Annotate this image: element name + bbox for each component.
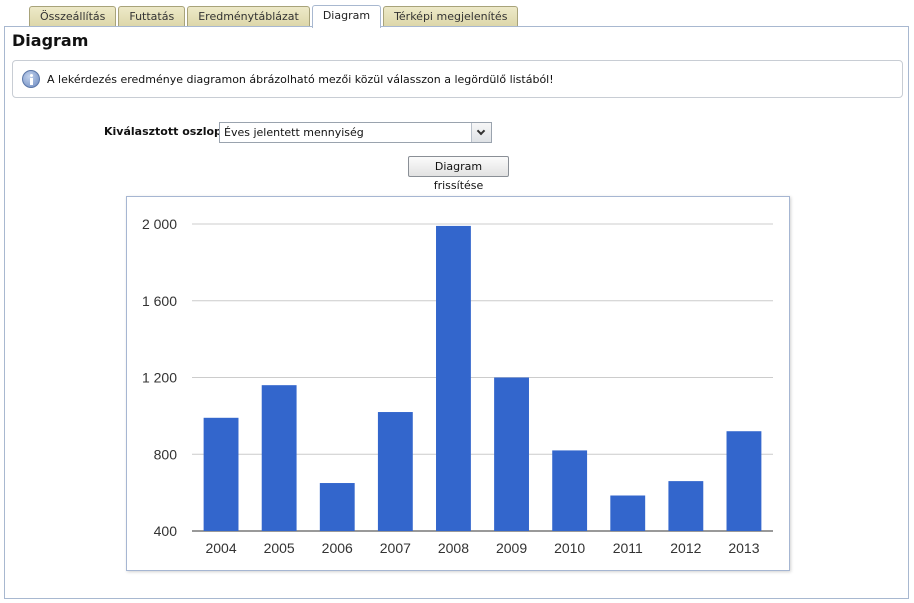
- bar-chart: 400 800 1 200 1 600 2 000 2004 2005 2006 2007 200…: [142, 216, 773, 556]
- x-tick-label: 2011: [613, 540, 643, 556]
- y-tick-label: 1 600: [142, 293, 177, 309]
- bar-2013: [726, 431, 762, 531]
- x-tick-label: 2008: [438, 540, 469, 556]
- x-tick-label: 2012: [670, 540, 701, 556]
- tab-osszeallitas[interactable]: Összeállítás: [29, 6, 117, 27]
- dropdown-button[interactable]: [471, 123, 491, 142]
- tab-eredmenytablazat[interactable]: Eredménytáblázat: [187, 6, 310, 27]
- tab-diagram[interactable]: Diagram: [311, 5, 382, 28]
- refresh-diagram-button[interactable]: Diagram frissítése: [408, 156, 509, 192]
- page-title: Diagram: [12, 31, 89, 50]
- column-select[interactable]: Éves jelentett mennyiség: [219, 122, 492, 143]
- y-tick-label: 800: [154, 446, 178, 462]
- x-tick-label: 2009: [496, 540, 527, 556]
- bar-2006: [319, 483, 355, 531]
- tab-bar: Összeállítás Futtatás Eredménytáblázat D…: [29, 5, 520, 28]
- x-tick-label: 2005: [264, 540, 295, 556]
- bar-2004: [203, 417, 239, 531]
- x-tick-label: 2004: [205, 540, 236, 556]
- info-message: A lekérdezés eredménye diagramon ábrázol…: [12, 60, 903, 98]
- diagram-panel: Diagram A lekérdezés eredménye diagramon…: [4, 26, 909, 599]
- chart-frame: 400 800 1 200 1 600 2 000 2004 2005 2006 2007 200…: [126, 196, 790, 571]
- x-tick-label: 2007: [380, 540, 411, 556]
- bar-2012: [668, 481, 704, 531]
- y-tick-label: 400: [154, 523, 178, 539]
- bar-2009: [494, 377, 529, 531]
- tab-futtatas[interactable]: Futtatás: [118, 6, 186, 27]
- y-tick-label: 1 200: [142, 370, 177, 386]
- x-tick-label: 2006: [322, 540, 353, 556]
- column-select-label: Kiválasztott oszlop: [104, 125, 222, 138]
- info-icon: [22, 70, 40, 88]
- y-tick-label: 2 000: [142, 216, 177, 232]
- bar-2005: [261, 385, 297, 531]
- x-tick-label: 2010: [554, 540, 585, 556]
- column-select-value: Éves jelentett mennyiség: [224, 126, 364, 139]
- tab-terkepi-megjelenites[interactable]: Térképi megjelenítés: [383, 6, 519, 27]
- chevron-down-icon: [476, 126, 486, 136]
- x-tick-label: 2013: [728, 540, 759, 556]
- bar-2008: [436, 225, 471, 531]
- bar-2010: [552, 450, 588, 531]
- bar-2011: [610, 495, 646, 531]
- bar-2007: [377, 412, 413, 531]
- info-text: A lekérdezés eredménye diagramon ábrázol…: [47, 73, 554, 86]
